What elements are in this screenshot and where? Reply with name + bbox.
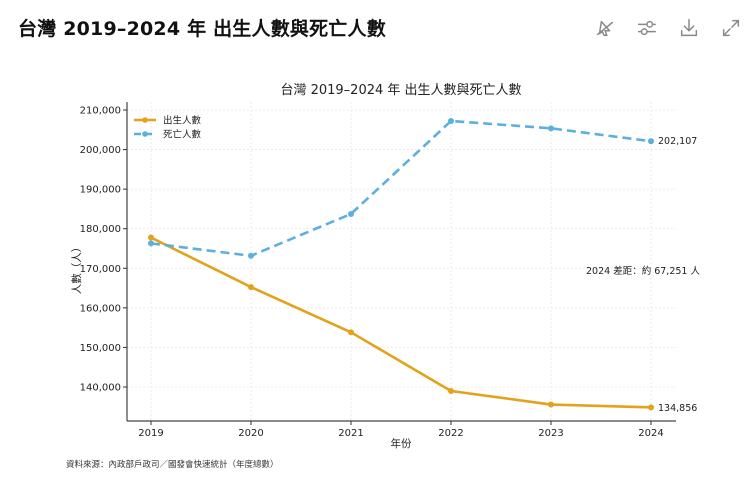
chart-toolbar: [593, 16, 743, 40]
legend-swatch-marker: [142, 131, 148, 137]
data-point-births: [448, 388, 454, 395]
y-tick-label: 190,000: [80, 185, 121, 196]
x-tick-label: 2022: [438, 428, 463, 439]
series-line-deaths: [150, 119, 652, 258]
x-tick-label: 2023: [538, 428, 563, 439]
y-axis-title: 人數（人）: [70, 242, 83, 295]
y-tick-label: 210,000: [80, 106, 121, 117]
data-point-births: [148, 234, 154, 241]
legend-swatch-marker: [142, 117, 148, 123]
last-death-label: 202,107: [658, 136, 697, 147]
data-point-deaths: [248, 252, 254, 259]
expand-icon: [722, 19, 740, 37]
x-axis-title: 年份: [391, 437, 412, 450]
data-point-deaths: [148, 240, 154, 247]
download-icon: [680, 19, 698, 37]
y-tick-label: 170,000: [80, 264, 121, 275]
page-title: 台灣 2019–2024 年 出生人數與死亡人數: [18, 18, 386, 40]
download-button[interactable]: [677, 16, 701, 40]
x-ticks: 2019 2020 2021 2022 2023 2024: [138, 421, 664, 439]
disable-interactive-button[interactable]: [593, 16, 617, 40]
y-tick-label: 200,000: [80, 145, 121, 156]
source-note: 資料來源：內政部戶政司／國發會快速統計（年度總數）: [66, 460, 279, 470]
data-point-deaths: [548, 125, 554, 132]
data-point-deaths: [448, 117, 454, 124]
sliders-icon: [638, 20, 656, 36]
y-tick-label: 140,000: [80, 383, 121, 394]
series-group: [148, 117, 654, 411]
x-tick-label: 2020: [238, 428, 263, 439]
data-point-births: [348, 329, 354, 336]
chart-title: 台灣 2019–2024 年 出生人數與死亡人數: [280, 83, 521, 98]
data-point-births: [248, 284, 254, 291]
expand-button[interactable]: [719, 16, 743, 40]
last-birth-label: 134,856: [658, 403, 697, 414]
chart-options-button[interactable]: [635, 16, 659, 40]
x-tick-label: 2019: [138, 428, 163, 439]
gap-annotation: 2024 差距：約 67,251 人: [586, 265, 700, 277]
y-tick-label: 180,000: [80, 224, 121, 235]
data-point-births: [648, 404, 654, 411]
data-point-births: [548, 401, 554, 408]
series-line-births: [150, 236, 652, 409]
legend-label: 死亡人數: [163, 129, 202, 141]
grid: [127, 102, 676, 421]
x-tick-label: 2024: [638, 428, 663, 439]
data-point-deaths: [648, 138, 654, 145]
y-tick-label: 150,000: [80, 343, 121, 354]
data-point-deaths: [348, 210, 354, 217]
x-tick-label: 2021: [338, 428, 363, 439]
legend-label: 出生人數: [163, 115, 202, 127]
y-ticks: 140,000 150,000 160,000 170,000 180,000 190,0…: [80, 106, 127, 394]
cursor-off-icon: [596, 20, 614, 37]
axes: [126, 102, 676, 422]
y-tick-label: 160,000: [80, 303, 121, 314]
